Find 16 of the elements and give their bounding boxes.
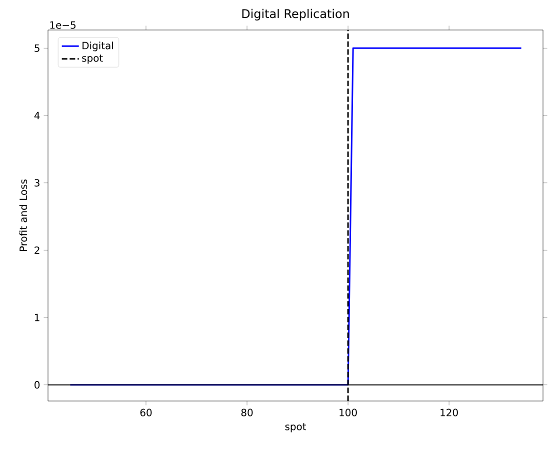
y-tick-label: 2 [34,246,40,254]
chart-title: Digital Replication [242,8,349,20]
x-tick-label: 100 [340,408,357,416]
text: 1e−5 [50,21,76,29]
x-tick-label: 60 [140,408,152,416]
y-tick-label: 0 [34,381,40,389]
y-tick-label: 3 [34,179,40,187]
x-tick-label: 120 [440,408,458,416]
x-axis-title: spot [285,423,306,432]
y-tick-label: 1 [34,314,40,322]
legend-label: Digital [82,42,113,52]
y-tick-label: 4 [34,112,40,120]
y-tick-label: 5 [34,44,40,52]
ref-line-label: spot [82,54,103,64]
x-tick-label: 80 [241,408,253,416]
y-axis-title: Profit and Loss [19,180,28,251]
